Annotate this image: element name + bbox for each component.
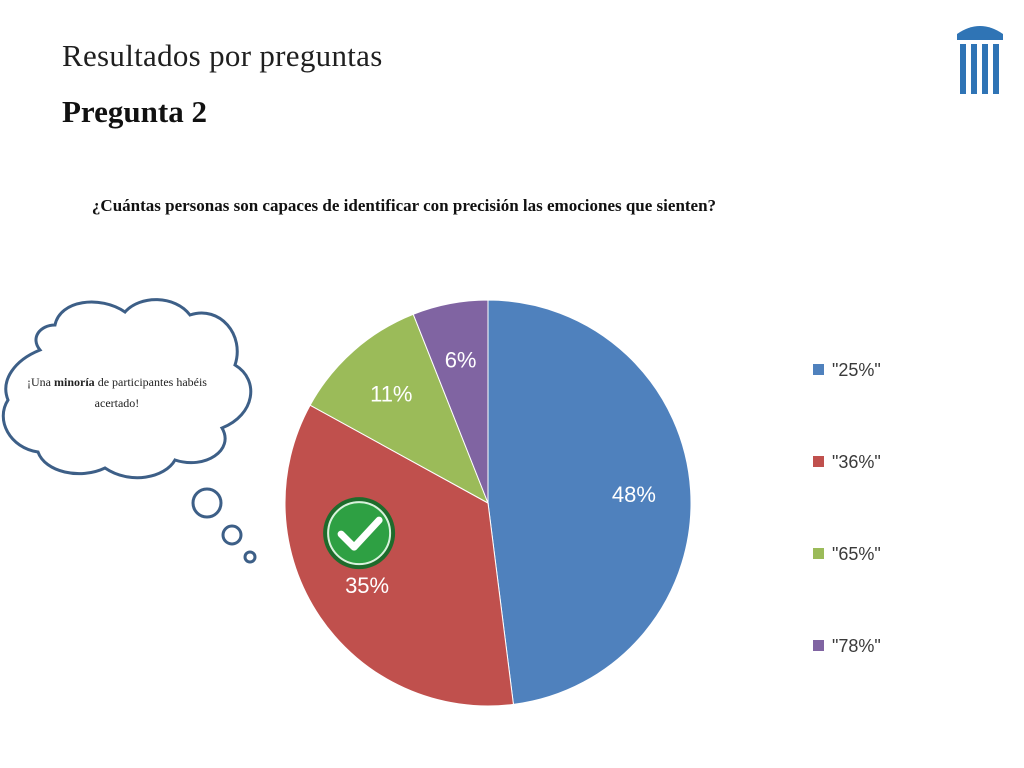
- legend-label: "36%": [832, 452, 881, 472]
- check-circle-icon: [323, 497, 396, 570]
- pie-slice: [284, 404, 514, 707]
- slice-label: 11%: [370, 381, 412, 406]
- legend-label: "65%": [832, 544, 881, 564]
- legend-swatch: [813, 640, 824, 651]
- question-text: ¿Cuántas personas son capaces de identif…: [91, 196, 717, 215]
- pie-slice: [412, 299, 489, 504]
- columns-logo-icon: [957, 26, 1003, 94]
- thought-bubble: [1, 298, 257, 564]
- thought-bubble-text: ¡Una minoría de participantes habéis ace…: [22, 372, 212, 414]
- legend-label: "25%": [832, 360, 881, 380]
- thought-text-bold: minoría: [54, 375, 95, 389]
- pie-slices: [284, 299, 692, 707]
- slice-labels: 48% 35% 11% 6%: [345, 347, 656, 598]
- pie-slice: [487, 299, 692, 705]
- legend: "25%" "36%" "65%" "78%": [813, 360, 881, 656]
- slice-label: 6%: [445, 347, 477, 372]
- question-number: Pregunta 2: [62, 94, 207, 129]
- page-title: Resultados por preguntas: [62, 38, 383, 73]
- slice-label: 48%: [612, 482, 656, 507]
- legend-swatch: [813, 364, 824, 375]
- pie-slice: [309, 313, 489, 505]
- thought-text-after: de participantes habéis acertado!: [94, 375, 207, 410]
- thought-text-before: ¡Una: [27, 375, 55, 389]
- legend-swatch: [813, 456, 824, 467]
- slice-label: 35%: [345, 573, 389, 598]
- legend-swatch: [813, 548, 824, 559]
- legend-label: "78%": [832, 636, 881, 656]
